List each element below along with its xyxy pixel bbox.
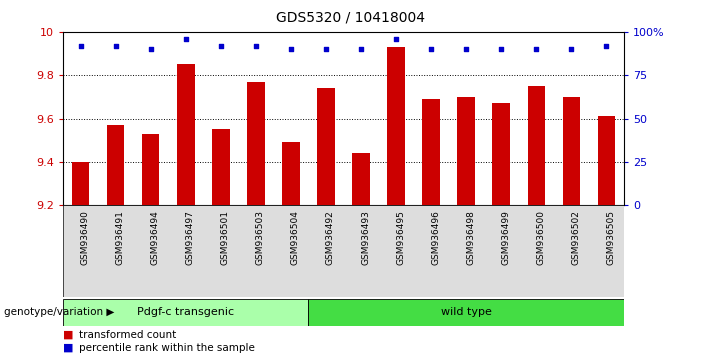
Text: GSM936497: GSM936497 xyxy=(186,210,195,265)
Text: GSM936495: GSM936495 xyxy=(396,210,405,265)
Bar xyxy=(282,142,299,205)
Point xyxy=(145,46,156,52)
Bar xyxy=(492,103,510,205)
Bar xyxy=(527,86,545,205)
Bar xyxy=(387,47,405,205)
Bar xyxy=(562,97,580,205)
Text: GSM936494: GSM936494 xyxy=(151,210,160,265)
Text: GSM936499: GSM936499 xyxy=(501,210,510,265)
Text: ■: ■ xyxy=(63,330,74,339)
Point xyxy=(601,43,612,48)
Text: GSM936501: GSM936501 xyxy=(221,210,230,265)
Bar xyxy=(317,88,335,205)
Point xyxy=(320,46,332,52)
Text: GSM936498: GSM936498 xyxy=(466,210,475,265)
Bar xyxy=(107,125,125,205)
Point xyxy=(355,46,367,52)
Point xyxy=(566,46,577,52)
Point xyxy=(426,46,437,52)
Text: GSM936492: GSM936492 xyxy=(326,210,335,265)
Text: percentile rank within the sample: percentile rank within the sample xyxy=(79,343,254,353)
Bar xyxy=(142,134,160,205)
Text: genotype/variation ▶: genotype/variation ▶ xyxy=(4,307,114,318)
Point xyxy=(461,46,472,52)
Text: GSM936503: GSM936503 xyxy=(256,210,265,265)
Point xyxy=(390,36,402,42)
Text: GSM936505: GSM936505 xyxy=(606,210,615,265)
Point xyxy=(110,43,121,48)
Text: GSM936502: GSM936502 xyxy=(571,210,580,265)
Text: Pdgf-c transgenic: Pdgf-c transgenic xyxy=(137,307,234,318)
Text: GDS5320 / 10418004: GDS5320 / 10418004 xyxy=(276,11,425,25)
Text: GSM936491: GSM936491 xyxy=(116,210,125,265)
Bar xyxy=(212,130,230,205)
Point xyxy=(250,43,261,48)
Point xyxy=(285,46,297,52)
Point xyxy=(180,36,191,42)
Text: GSM936490: GSM936490 xyxy=(81,210,90,265)
Bar xyxy=(422,99,440,205)
Bar xyxy=(597,116,615,205)
Point xyxy=(75,43,86,48)
Bar xyxy=(457,97,475,205)
Text: GSM936496: GSM936496 xyxy=(431,210,440,265)
Text: GSM936504: GSM936504 xyxy=(291,210,300,265)
Bar xyxy=(247,82,264,205)
Text: GSM936493: GSM936493 xyxy=(361,210,370,265)
Text: wild type: wild type xyxy=(441,307,491,318)
Bar xyxy=(63,299,308,326)
Text: GSM936500: GSM936500 xyxy=(536,210,545,265)
Bar xyxy=(308,299,624,326)
Bar xyxy=(177,64,195,205)
Text: transformed count: transformed count xyxy=(79,330,176,339)
Point xyxy=(531,46,542,52)
Point xyxy=(215,43,226,48)
Bar xyxy=(353,153,370,205)
Text: ■: ■ xyxy=(63,343,74,353)
Point xyxy=(496,46,507,52)
Bar xyxy=(72,162,90,205)
